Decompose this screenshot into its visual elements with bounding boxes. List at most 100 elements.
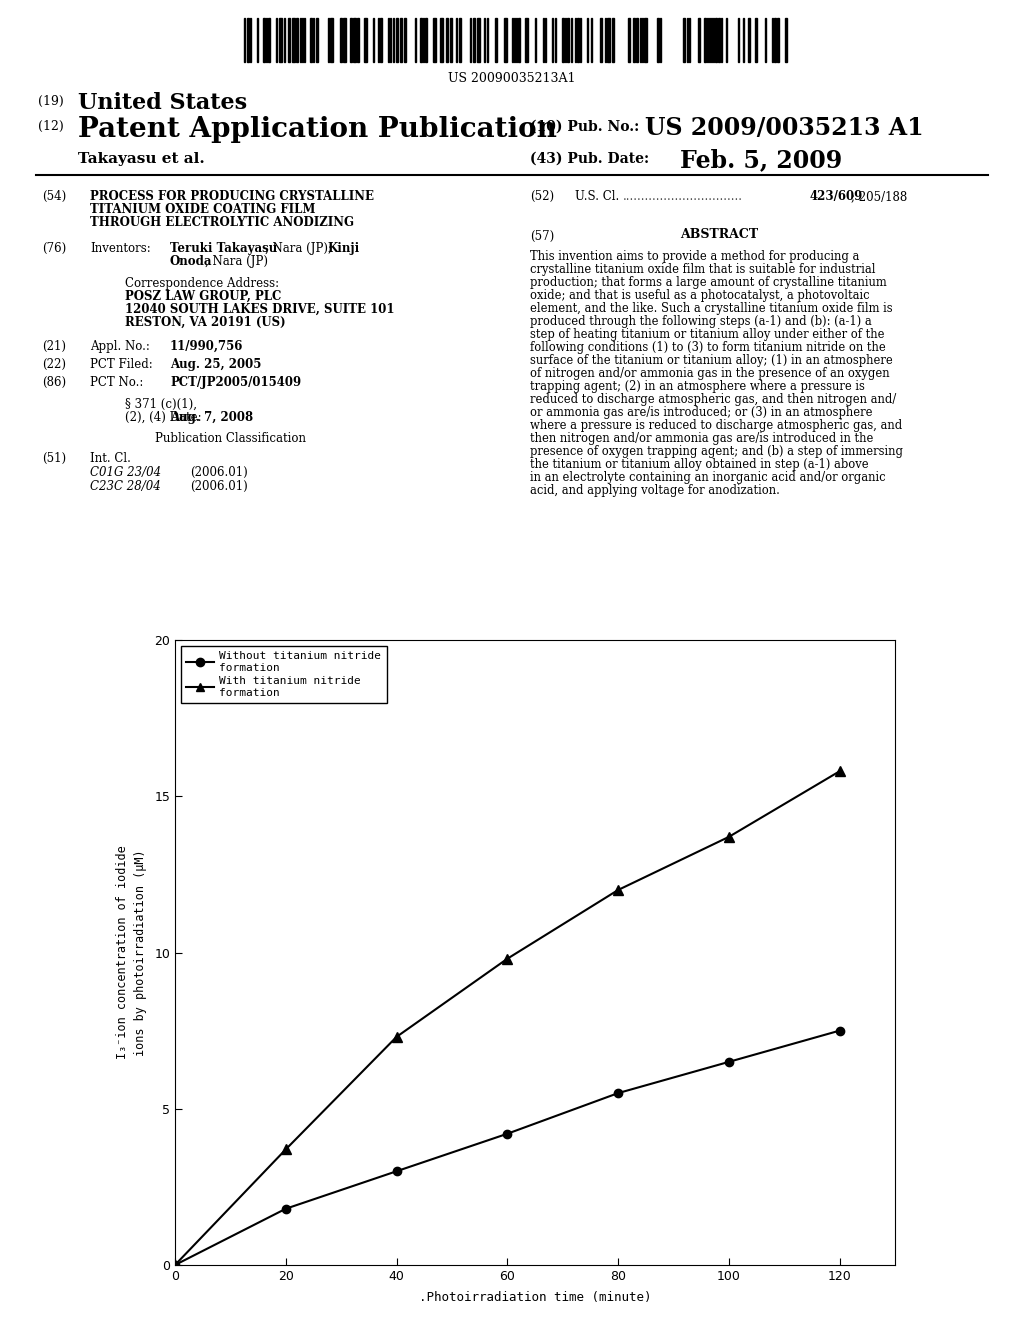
Bar — [612, 18, 614, 62]
Text: PCT/JP2005/015409: PCT/JP2005/015409 — [170, 376, 301, 389]
Bar — [279, 18, 282, 62]
Text: element, and the like. Such a crystalline titanium oxide film is: element, and the like. Such a crystallin… — [530, 302, 893, 315]
Bar — [644, 18, 647, 62]
Bar — [774, 18, 776, 62]
Bar — [292, 18, 295, 62]
Text: PROCESS FOR PRODUCING CRYSTALLINE: PROCESS FOR PRODUCING CRYSTALLINE — [90, 190, 374, 203]
Text: (10) Pub. No.:: (10) Pub. No.: — [530, 120, 639, 135]
Bar — [400, 18, 402, 62]
Text: C23C 28/04: C23C 28/04 — [90, 480, 161, 492]
Bar — [636, 18, 638, 62]
Text: 423/609: 423/609 — [810, 190, 863, 203]
Text: PCT No.:: PCT No.: — [90, 376, 143, 389]
Bar — [340, 18, 342, 62]
Bar — [477, 18, 480, 62]
Text: (52): (52) — [530, 190, 554, 203]
Text: , Nara (JP);: , Nara (JP); — [265, 242, 332, 255]
Text: Feb. 5, 2009: Feb. 5, 2009 — [680, 148, 843, 172]
Bar — [404, 18, 406, 62]
Bar — [577, 18, 579, 62]
Text: POSZ LAW GROUP, PLC: POSZ LAW GROUP, PLC — [125, 290, 282, 304]
Text: surface of the titanium or titanium alloy; (1) in an atmosphere: surface of the titanium or titanium allo… — [530, 354, 893, 367]
Text: Aug. 25, 2005: Aug. 25, 2005 — [170, 358, 261, 371]
Text: Correspondence Address:: Correspondence Address: — [125, 277, 280, 290]
Bar — [446, 18, 449, 62]
Text: Publication Classification: Publication Classification — [155, 432, 306, 445]
Text: Int. Cl.: Int. Cl. — [90, 451, 131, 465]
Text: (54): (54) — [42, 190, 67, 203]
Text: step of heating titanium or titanium alloy under either of the: step of heating titanium or titanium all… — [530, 327, 885, 341]
Bar — [459, 18, 461, 62]
Bar — [433, 18, 436, 62]
Text: , Nara (JP): , Nara (JP) — [205, 255, 268, 268]
Bar — [567, 18, 569, 62]
Text: the titanium or titanium alloy obtained in step (a-1) above: the titanium or titanium alloy obtained … — [530, 458, 868, 471]
Text: (12): (12) — [38, 120, 63, 133]
Bar — [357, 18, 359, 62]
Bar — [425, 18, 427, 62]
Bar — [310, 18, 312, 62]
Bar — [296, 18, 298, 62]
Bar — [380, 18, 382, 62]
Text: C01G 23/04: C01G 23/04 — [90, 466, 161, 479]
Text: following conditions (1) to (3) to form titanium nitride on the: following conditions (1) to (3) to form … — [530, 341, 886, 354]
Text: Kinji: Kinji — [327, 242, 359, 255]
Bar — [683, 18, 685, 62]
Text: US 20090035213A1: US 20090035213A1 — [449, 73, 575, 84]
Bar — [450, 18, 452, 62]
Text: (2006.01): (2006.01) — [190, 466, 248, 479]
Text: Aug. 7, 2008: Aug. 7, 2008 — [170, 411, 253, 424]
Bar — [518, 18, 520, 62]
Bar — [718, 18, 720, 62]
Text: in an electrolyte containing an inorganic acid and/or organic: in an electrolyte containing an inorgani… — [530, 471, 886, 484]
Text: or ammonia gas are/is introduced; or (3) in an atmosphere: or ammonia gas are/is introduced; or (3)… — [530, 407, 872, 418]
Text: Teruki Takayasu: Teruki Takayasu — [170, 242, 278, 255]
Bar — [473, 18, 475, 62]
Text: Inventors:: Inventors: — [90, 242, 151, 255]
Bar — [562, 18, 564, 62]
X-axis label: .Photoirradiation time (minute): .Photoirradiation time (minute) — [419, 1291, 651, 1304]
Text: oxide; and that is useful as a photocatalyst, a photovoltaic: oxide; and that is useful as a photocata… — [530, 289, 869, 302]
Bar — [495, 18, 497, 62]
Text: (2), (4) Date:: (2), (4) Date: — [125, 411, 202, 424]
Text: production; that forms a large amount of crystalline titanium: production; that forms a large amount of… — [530, 276, 887, 289]
Bar — [364, 18, 367, 62]
Bar — [268, 18, 270, 62]
Bar — [330, 18, 333, 62]
Text: § 371 (c)(1),: § 371 (c)(1), — [125, 399, 197, 411]
Bar — [657, 18, 659, 62]
Text: Appl. No.:: Appl. No.: — [90, 341, 150, 352]
Bar — [350, 18, 352, 62]
Text: (76): (76) — [42, 242, 67, 255]
Text: U.S. Cl.: U.S. Cl. — [575, 190, 620, 203]
Bar — [288, 18, 290, 62]
Bar — [633, 18, 635, 62]
Text: This invention aims to provide a method for producing a: This invention aims to provide a method … — [530, 249, 859, 263]
Bar — [247, 18, 249, 62]
Bar — [316, 18, 318, 62]
Y-axis label: I₃⁻ion concentration of iodide
ions by photoirradiation (μM): I₃⁻ion concentration of iodide ions by p… — [117, 846, 147, 1060]
Text: ABSTRACT: ABSTRACT — [680, 228, 758, 242]
Bar — [353, 18, 356, 62]
Legend: Without titanium nitride
formation, With titanium nitride
formation: Without titanium nitride formation, With… — [180, 645, 387, 704]
Bar — [525, 18, 528, 62]
Bar — [263, 18, 265, 62]
Bar — [698, 18, 700, 62]
Text: RESTON, VA 20191 (US): RESTON, VA 20191 (US) — [125, 315, 286, 329]
Text: THROUGH ELECTROLYTIC ANODIZING: THROUGH ELECTROLYTIC ANODIZING — [90, 216, 354, 228]
Text: where a pressure is reduced to discharge atmospheric gas, and: where a pressure is reduced to discharge… — [530, 418, 902, 432]
Bar — [748, 18, 750, 62]
Text: 11/990,756: 11/990,756 — [170, 341, 244, 352]
Bar — [628, 18, 630, 62]
Text: (51): (51) — [42, 451, 67, 465]
Text: then nitrogen and/or ammonia gas are/is introduced in the: then nitrogen and/or ammonia gas are/is … — [530, 432, 873, 445]
Text: (2006.01): (2006.01) — [190, 480, 248, 492]
Text: (19): (19) — [38, 95, 63, 108]
Text: acid, and applying voltage for anodization.: acid, and applying voltage for anodizati… — [530, 484, 780, 498]
Bar — [504, 18, 507, 62]
Bar — [440, 18, 443, 62]
Text: (21): (21) — [42, 341, 66, 352]
Text: United States: United States — [78, 92, 247, 114]
Bar — [705, 18, 706, 62]
Bar — [343, 18, 346, 62]
